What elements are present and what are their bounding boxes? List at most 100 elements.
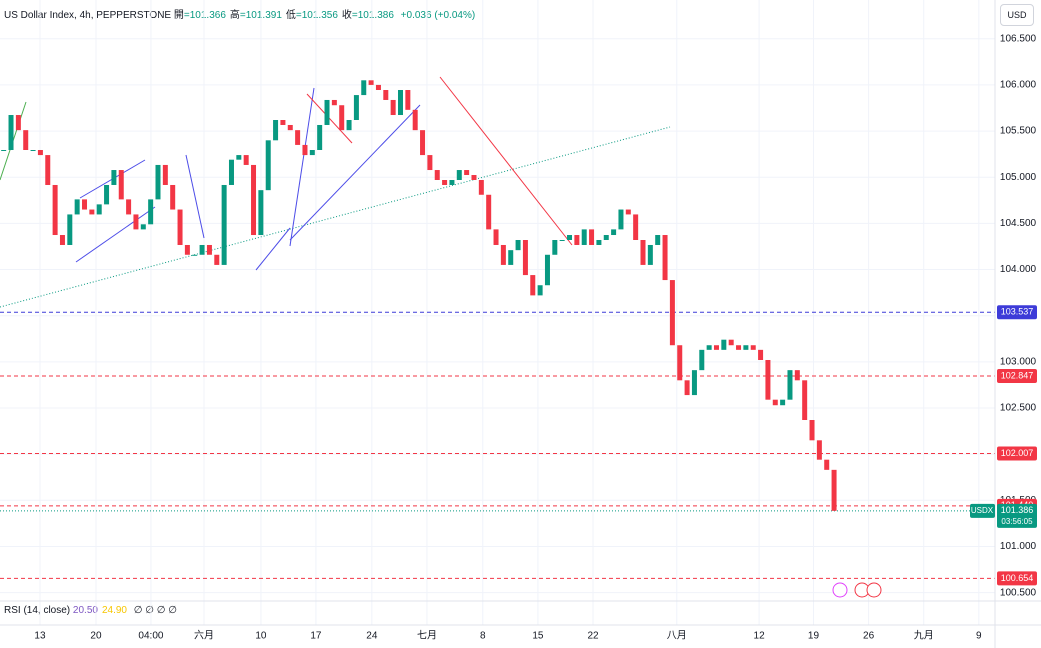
candle-body	[228, 159, 234, 185]
candle-body	[581, 229, 587, 245]
candle-body	[214, 254, 220, 265]
header: US Dollar Index, 4h, PEPPERSTONE 開=101.3…	[4, 6, 478, 21]
candle-body	[15, 115, 21, 131]
trend-line	[75, 206, 156, 263]
candle-body	[361, 80, 367, 96]
candle-body	[59, 235, 65, 245]
candle-body	[611, 229, 617, 236]
y-tick-label: 101.000	[1000, 541, 1037, 552]
ohlc-key: 收	[341, 10, 352, 21]
price-level-tag	[997, 571, 1037, 586]
candle-body	[640, 240, 646, 265]
x-tick-label: 17	[310, 631, 322, 642]
candle-body	[199, 244, 205, 255]
candle-body	[82, 199, 88, 210]
y-tick-label: 106.500	[1000, 33, 1037, 44]
candle-body	[721, 339, 727, 350]
candle-body	[118, 170, 124, 200]
candle-body	[206, 244, 212, 255]
candle-body	[655, 235, 661, 245]
candle-body	[633, 214, 639, 240]
candle-body	[464, 170, 470, 176]
candle-body	[265, 140, 271, 191]
candle-body	[544, 254, 550, 286]
y-tick-label: 102.000	[1000, 449, 1037, 460]
ohlc-legend: 開=101.366 高=101.391 低=101.356 收=101.386	[174, 10, 398, 21]
x-tick-label: 24	[366, 631, 378, 642]
price-level-tag	[997, 368, 1037, 383]
candle-body	[1, 150, 7, 151]
candle-body	[736, 345, 742, 350]
trend-line	[439, 76, 573, 246]
x-tick-label: 12	[754, 631, 766, 642]
price-level-tag	[997, 446, 1037, 461]
candle-body	[346, 120, 352, 131]
candle-body	[500, 244, 506, 265]
candle-body	[104, 184, 110, 205]
candle-body	[412, 109, 418, 131]
candle-body	[816, 440, 822, 460]
event-icon	[854, 582, 870, 598]
candle-body	[89, 209, 95, 215]
candle-body	[765, 360, 771, 400]
candle-body	[324, 99, 330, 125]
ohlc-value: =101.356	[295, 10, 338, 21]
price-level-tag	[997, 498, 1037, 513]
y-tick-label: 105.500	[1000, 126, 1037, 137]
x-tick-label: 26	[863, 631, 875, 642]
candle-body	[559, 240, 565, 241]
rsi-legend: RSI (14, close) 20.50 24.90 ∅ ∅ ∅ ∅	[4, 605, 177, 616]
candle-body	[331, 99, 337, 106]
symbol-tag	[970, 503, 995, 518]
candle-body	[155, 164, 161, 200]
symbol-label: USDX	[971, 506, 994, 515]
candle-body	[684, 380, 690, 396]
candle-body	[780, 399, 786, 406]
x-tick-label: 19	[808, 631, 820, 642]
ohlc-value: =101.391	[239, 10, 282, 21]
candle-body	[493, 229, 499, 245]
symbol-title: US Dollar Index, 4h, PEPPERSTONE	[4, 10, 172, 21]
price-level-label: 102.007	[1001, 448, 1034, 458]
x-tick-label: 八月	[667, 630, 687, 642]
candle-body	[258, 190, 264, 236]
rsi-value: 24.90	[101, 605, 127, 616]
ohlc-value: =101.366	[183, 10, 226, 21]
candle-body	[662, 235, 668, 281]
candle-body	[96, 204, 102, 215]
currency-button[interactable]: USD	[1000, 4, 1034, 26]
candle-body	[456, 170, 462, 180]
trend-line	[185, 154, 205, 239]
ohlc-value: =101.386	[351, 10, 394, 21]
trend-line	[289, 104, 421, 241]
candle-body	[280, 120, 286, 125]
candle-body	[758, 349, 764, 360]
candle-body	[625, 209, 631, 215]
candle-body	[52, 184, 58, 236]
x-tick-label: 15	[532, 631, 544, 642]
x-tick-label: 13	[34, 631, 46, 642]
candle-body	[530, 275, 536, 296]
candle-body	[787, 370, 793, 400]
change: +0.036 (+0.04%)	[400, 10, 476, 21]
x-tick-label: 04:00	[138, 631, 163, 642]
candle-body	[677, 345, 683, 381]
x-tick-label: 七月	[417, 630, 437, 642]
candle-body	[8, 115, 14, 150]
y-tick-label: 103.000	[1000, 356, 1037, 367]
y-tick-label: 103.500	[1000, 310, 1037, 321]
x-tick-label: 20	[90, 631, 102, 642]
candle-body	[669, 280, 675, 346]
y-tick-label: 101.500	[1000, 495, 1037, 506]
candle-body	[427, 155, 433, 171]
candle-body	[309, 150, 315, 156]
candle-body	[184, 244, 190, 255]
trend-line	[255, 227, 291, 271]
candle-body	[368, 80, 374, 85]
trend-line	[0, 126, 671, 308]
candle-body	[302, 144, 308, 156]
y-tick-label: 104.500	[1000, 218, 1037, 229]
candle-body	[471, 175, 477, 180]
